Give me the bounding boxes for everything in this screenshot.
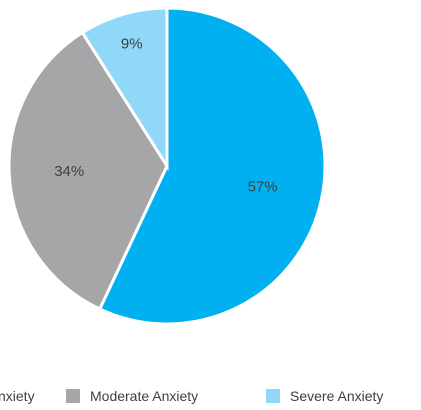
pie-label-moderate-anxiety: 34% (54, 163, 84, 180)
legend-label-mild: nxiety (0, 388, 35, 404)
pie-chart: 57% 34% 9% (7, 6, 327, 326)
legend-item-mild: nxiety (0, 386, 35, 406)
legend: nxiety Moderate Anxiety Severe Anxiety (0, 386, 421, 410)
pie-slice-moderate-anxiety (7, 30, 169, 311)
legend-item-severe: Severe Anxiety (266, 386, 383, 406)
legend-label-severe: Severe Anxiety (290, 388, 384, 404)
legend-swatch-severe (266, 389, 280, 403)
pie-slices (7, 6, 327, 326)
pie-slice-severe-anxiety (80, 6, 169, 172)
legend-item-moderate: Moderate Anxiety (66, 386, 198, 406)
pie-label-mild-anxiety: 57% (248, 178, 278, 195)
pie-labels: 57% 34% 9% (54, 36, 277, 196)
pie-slice-mild-anxiety (97, 6, 327, 326)
legend-label-moderate: Moderate Anxiety (90, 388, 199, 404)
legend-swatch-moderate (66, 389, 80, 403)
pie-label-severe-anxiety: 9% (121, 36, 143, 53)
